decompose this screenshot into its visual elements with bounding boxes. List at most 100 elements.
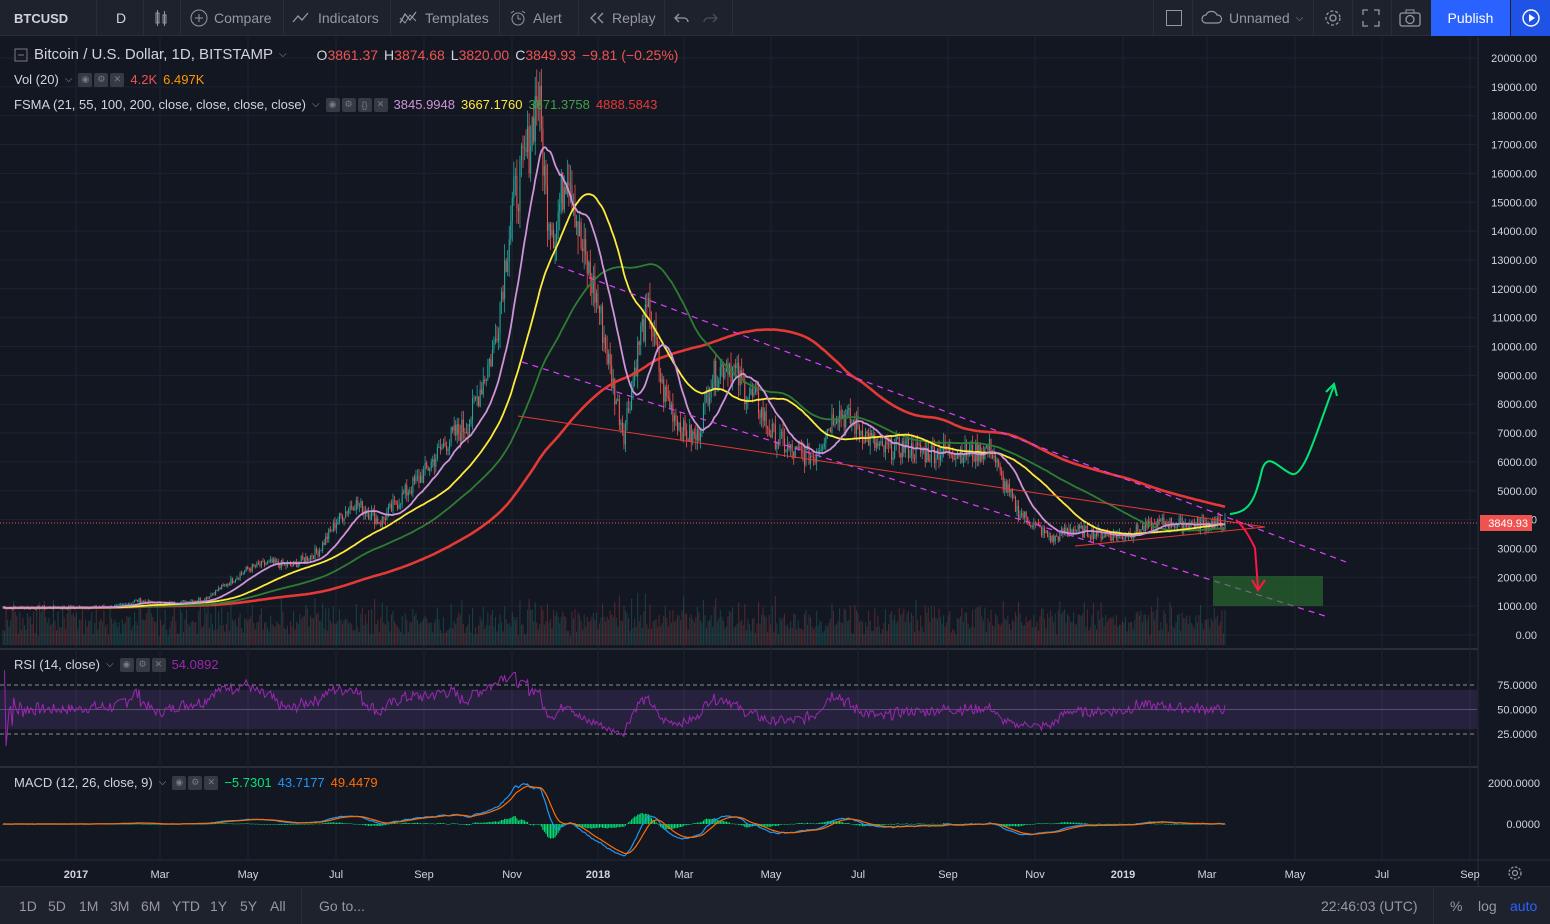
goto-button[interactable]: Go to... bbox=[319, 898, 365, 914]
candle-body bbox=[187, 601, 189, 603]
volume-bar bbox=[998, 623, 1000, 645]
layout-menu[interactable]: Unnamed ⌵ bbox=[1201, 0, 1303, 36]
close-icon[interactable]: ✕ bbox=[373, 97, 388, 112]
compare-button[interactable]: Compare bbox=[190, 0, 272, 36]
volume-bar bbox=[822, 632, 824, 645]
range-all[interactable]: All bbox=[270, 898, 286, 914]
range-ytd[interactable]: YTD bbox=[172, 898, 200, 914]
fullscreen-rect-button[interactable] bbox=[1165, 0, 1183, 36]
macd-hist-bar bbox=[764, 824, 766, 827]
candle-body bbox=[127, 603, 129, 606]
volume-bar bbox=[946, 622, 948, 645]
macd-hist-bar bbox=[776, 824, 778, 826]
range-5d[interactable]: 5D bbox=[48, 898, 66, 914]
range-6m[interactable]: 6M bbox=[141, 898, 161, 914]
macd-hist-bar bbox=[894, 824, 896, 825]
rewind-icon bbox=[590, 12, 604, 24]
gear-icon[interactable]: ⚙ bbox=[135, 657, 150, 672]
candle-body bbox=[387, 506, 389, 513]
time-tick-label: Mar bbox=[675, 869, 694, 881]
collapse-icon[interactable] bbox=[14, 48, 28, 62]
volume-bar bbox=[1126, 631, 1128, 645]
eye-icon[interactable]: ◉ bbox=[78, 72, 93, 87]
chevron-down-icon[interactable]: ⌵ bbox=[105, 659, 114, 670]
volume-bar bbox=[898, 608, 900, 645]
volume-bar bbox=[1189, 615, 1191, 645]
macd-hist-bar bbox=[257, 823, 259, 825]
volume-title[interactable]: Vol (20) bbox=[14, 72, 59, 87]
macd-hist-bar bbox=[447, 824, 449, 825]
trendline-support bbox=[1074, 526, 1266, 547]
symbol-search[interactable]: BTCUSD bbox=[14, 0, 68, 36]
range-3m[interactable]: 3M bbox=[110, 898, 130, 914]
candle-body bbox=[1092, 529, 1095, 539]
source-icon[interactable]: {} bbox=[357, 97, 372, 112]
eye-icon[interactable]: ◉ bbox=[325, 97, 340, 112]
interval-button[interactable]: D bbox=[116, 0, 126, 36]
price-tick-label: 11000.00 bbox=[1492, 313, 1537, 325]
range-5y[interactable]: 5Y bbox=[240, 898, 258, 914]
macd-hist-bar bbox=[727, 822, 729, 824]
range-1m[interactable]: 1M bbox=[79, 898, 99, 914]
candle-body bbox=[580, 222, 582, 249]
chart-canvas[interactable]: 20000.0019000.0018000.0017000.0016000.00… bbox=[0, 37, 1550, 886]
chevron-down-icon[interactable]: ⌵ bbox=[278, 49, 287, 60]
volume-bar bbox=[880, 633, 882, 645]
close-icon[interactable]: ✕ bbox=[204, 775, 219, 790]
macd-hist-bar bbox=[840, 821, 842, 824]
macd-hist-bar bbox=[285, 824, 287, 825]
volume-bar bbox=[831, 603, 833, 645]
macd-hist-bar bbox=[944, 823, 946, 824]
chevron-down-icon[interactable]: ⌵ bbox=[311, 99, 320, 110]
range-1d[interactable]: 1D bbox=[19, 898, 37, 914]
macd-hist-bar bbox=[768, 824, 770, 827]
candle-body bbox=[259, 564, 261, 566]
close-icon[interactable]: ✕ bbox=[151, 657, 166, 672]
publish-button[interactable]: Publish bbox=[1431, 0, 1510, 36]
eye-icon[interactable]: ◉ bbox=[119, 657, 134, 672]
ideas-play-button[interactable] bbox=[1511, 0, 1550, 36]
close-icon[interactable]: ✕ bbox=[110, 72, 125, 87]
templates-button[interactable]: Templates bbox=[399, 0, 489, 36]
chart-style-button[interactable] bbox=[153, 0, 169, 36]
indicators-button[interactable]: Indicators bbox=[292, 0, 379, 36]
chevron-down-icon[interactable]: ⌵ bbox=[64, 74, 73, 85]
volume-bar bbox=[738, 602, 740, 645]
percent-toggle[interactable]: % bbox=[1450, 898, 1463, 914]
eye-icon[interactable]: ◉ bbox=[172, 775, 187, 790]
candle-body bbox=[681, 432, 683, 442]
volume-bar bbox=[507, 623, 509, 645]
macd-title[interactable]: MACD (12, 26, close, 9) bbox=[14, 775, 153, 790]
clock[interactable]: 22:46:03 (UTC) bbox=[1321, 898, 1418, 914]
volume-bar bbox=[459, 614, 461, 645]
range-1y[interactable]: 1Y bbox=[210, 898, 228, 914]
gear-icon[interactable]: ⚙ bbox=[94, 72, 109, 87]
volume-bar bbox=[840, 622, 842, 645]
alert-button[interactable]: Alert bbox=[509, 0, 562, 36]
fullscreen-button[interactable] bbox=[1362, 0, 1380, 36]
volume-bar bbox=[943, 615, 945, 645]
redo-button[interactable] bbox=[702, 0, 718, 36]
auto-toggle[interactable]: auto bbox=[1510, 898, 1538, 914]
settings-button[interactable] bbox=[1323, 0, 1343, 36]
log-toggle[interactable]: log bbox=[1478, 898, 1497, 914]
top-toolbar: BTCUSD D Compare Indicators Templates Al… bbox=[0, 0, 1550, 36]
volume-bar bbox=[286, 625, 289, 645]
candle-body bbox=[511, 198, 513, 222]
rsi-title[interactable]: RSI (14, close) bbox=[14, 657, 100, 672]
gear-icon[interactable]: ⚙ bbox=[188, 775, 203, 790]
snapshot-button[interactable] bbox=[1399, 0, 1421, 36]
volume-bar bbox=[739, 621, 741, 645]
candle-body bbox=[218, 588, 220, 591]
replay-button[interactable]: Replay bbox=[588, 0, 656, 36]
fsma-title[interactable]: FSMA (21, 55, 100, 200, close, close, cl… bbox=[14, 97, 306, 112]
series-title[interactable]: Bitcoin / U.S. Dollar, 1D, BITSTAMP bbox=[34, 46, 273, 63]
chevron-down-icon[interactable]: ⌵ bbox=[158, 777, 167, 788]
undo-button[interactable] bbox=[674, 0, 690, 36]
macd-hist-bar bbox=[956, 824, 958, 825]
volume-bar bbox=[536, 622, 538, 645]
candle-body bbox=[126, 603, 128, 606]
macd-hist-bar bbox=[513, 816, 515, 824]
volume-bar bbox=[482, 606, 484, 645]
gear-icon[interactable]: ⚙ bbox=[341, 97, 356, 112]
